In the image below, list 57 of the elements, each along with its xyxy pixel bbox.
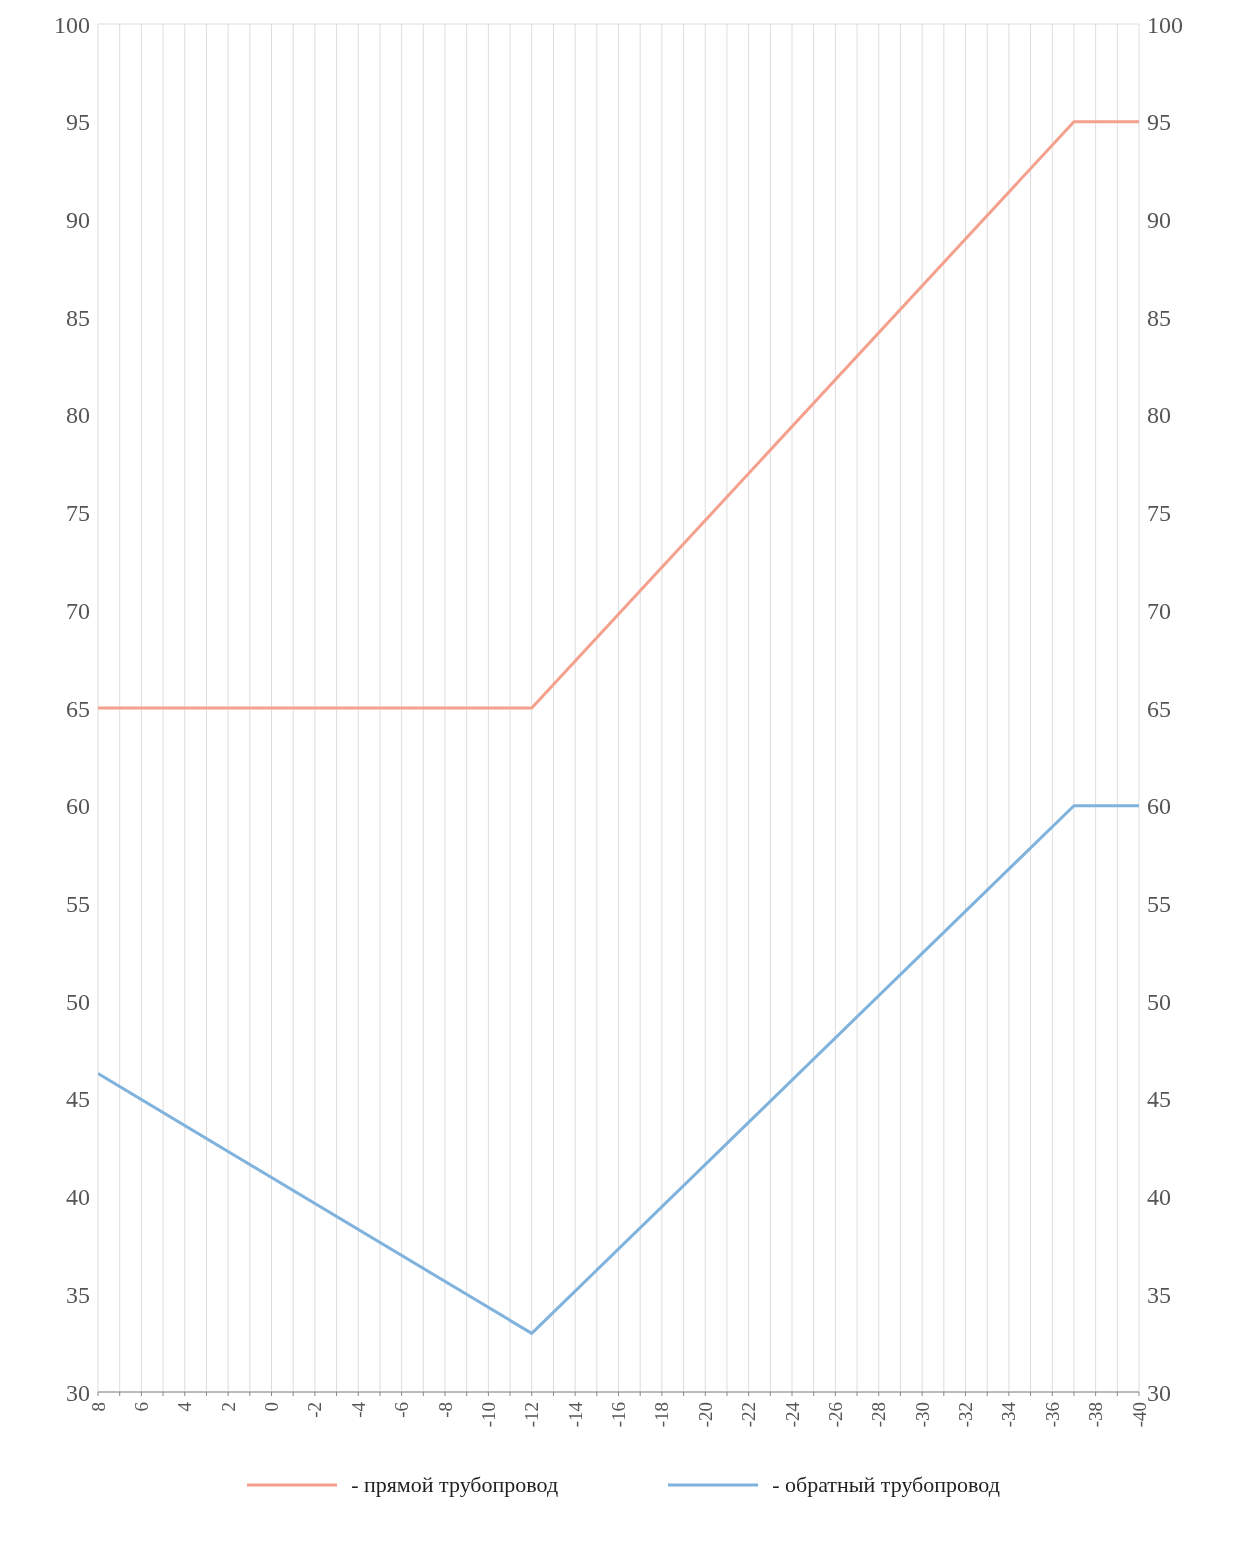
y2-tick-label: 55 xyxy=(1147,890,1171,917)
y-tick-label: 30 xyxy=(66,1379,90,1406)
y2-tick-label: 65 xyxy=(1147,695,1171,722)
y-tick-label: 95 xyxy=(66,109,90,136)
x-tick-label: -8 xyxy=(434,1402,456,1418)
y2-tick-label: 50 xyxy=(1147,988,1171,1015)
y-tick-label: 55 xyxy=(66,890,90,917)
x-tick-label: -12 xyxy=(521,1402,543,1428)
x-tick-label: 2 xyxy=(217,1402,239,1412)
x-tick-label: -20 xyxy=(694,1402,716,1428)
y2-tick-label: 45 xyxy=(1147,1086,1171,1113)
x-tick-label: -24 xyxy=(781,1401,803,1428)
x-tick-label: 4 xyxy=(174,1401,196,1412)
x-tick-label: -40 xyxy=(1128,1402,1150,1428)
x-tick-label: -26 xyxy=(824,1402,846,1428)
x-tick-label: 8 xyxy=(87,1402,109,1412)
y-tick-label: 35 xyxy=(66,1281,90,1308)
y-tick-label: 90 xyxy=(66,206,90,233)
x-tick-label: -28 xyxy=(868,1402,890,1428)
y2-tick-label: 100 xyxy=(1147,11,1183,38)
y-tick-label: 70 xyxy=(66,597,90,624)
y2-tick-label: 30 xyxy=(1147,1379,1171,1406)
x-tick-label: -38 xyxy=(1085,1402,1107,1428)
x-tick-label: -14 xyxy=(564,1401,586,1428)
y2-tick-label: 95 xyxy=(1147,109,1171,136)
x-tick-label: -6 xyxy=(391,1402,413,1418)
y2-tick-label: 35 xyxy=(1147,1281,1171,1308)
y-tick-label: 65 xyxy=(66,695,90,722)
y-tick-label: 60 xyxy=(66,793,90,820)
x-tick-label: 6 xyxy=(130,1402,152,1412)
legend-label: - обратный трубопровод xyxy=(771,1472,1000,1498)
y-tick-label: 50 xyxy=(66,988,90,1015)
y2-tick-label: 85 xyxy=(1147,304,1171,331)
x-tick-label: -18 xyxy=(651,1402,673,1428)
legend-label: - прямой трубопровод xyxy=(350,1472,559,1498)
y-tick-label: 75 xyxy=(66,500,90,527)
y-tick-label: 100 xyxy=(54,11,90,38)
y2-tick-label: 80 xyxy=(1147,402,1171,429)
y-tick-label: 45 xyxy=(66,1086,90,1113)
y-tick-label: 40 xyxy=(66,1184,90,1211)
y2-tick-label: 90 xyxy=(1147,206,1171,233)
x-tick-label: -2 xyxy=(304,1402,326,1418)
y-tick-label: 80 xyxy=(66,402,90,429)
y-tick-label: 85 xyxy=(66,304,90,331)
x-tick-label: -36 xyxy=(1041,1402,1063,1428)
x-tick-label: -34 xyxy=(998,1401,1020,1428)
y2-tick-label: 40 xyxy=(1147,1184,1171,1211)
x-tick-label: -32 xyxy=(955,1402,976,1428)
x-tick-label: -4 xyxy=(347,1401,369,1418)
x-tick-label: -10 xyxy=(477,1402,499,1428)
x-tick-label: -16 xyxy=(608,1402,629,1428)
y2-tick-label: 75 xyxy=(1147,500,1171,527)
x-tick-label: 0 xyxy=(261,1402,282,1412)
x-tick-label: -22 xyxy=(738,1402,760,1428)
y2-tick-label: 70 xyxy=(1147,597,1171,624)
y2-tick-label: 60 xyxy=(1147,793,1171,820)
x-tick-label: -30 xyxy=(911,1402,933,1428)
